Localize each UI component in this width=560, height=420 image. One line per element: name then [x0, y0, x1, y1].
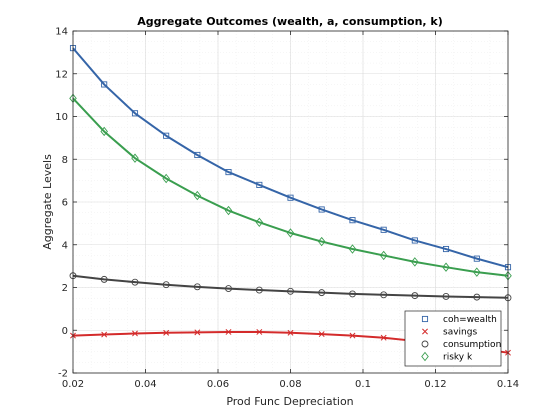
data-point — [349, 217, 356, 224]
legend-marker — [421, 340, 429, 348]
series-line — [72, 47, 509, 269]
data-point — [318, 289, 326, 297]
y-tick-label: 14 — [55, 27, 68, 38]
data-point — [131, 110, 139, 117]
legend-entry: savings — [422, 328, 477, 338]
legend-box — [404, 310, 502, 367]
x-tick-label: 0.1 — [355, 379, 371, 390]
data-point — [163, 132, 170, 139]
data-point — [287, 329, 294, 336]
data-point — [318, 206, 325, 213]
y-tick-label: 4 — [62, 240, 68, 251]
legend: coh=wealth savings consumption risky k — [404, 310, 502, 367]
data-point — [256, 181, 263, 188]
data-point — [132, 330, 138, 337]
chart-title: Aggregate Outcomes (wealth, a, consumpti… — [137, 15, 443, 28]
legend-label: savings — [443, 328, 477, 338]
data-point — [411, 237, 418, 244]
y-tick-label: -2 — [58, 369, 68, 380]
data-point — [194, 151, 201, 159]
x-tick-label: 0.14 — [497, 379, 519, 390]
data-point — [224, 205, 233, 216]
legend-entry: coh=wealth — [421, 315, 497, 325]
y-axis-label: Aggregate Levels — [41, 154, 54, 250]
data-point — [473, 267, 481, 277]
data-point — [317, 236, 326, 247]
data-point — [255, 217, 264, 228]
x-axis-label: Prod Func Depreciation — [226, 395, 353, 408]
data-point — [349, 290, 356, 298]
data-point — [379, 250, 388, 261]
x-tick-label: 0.06 — [207, 379, 229, 390]
data-point — [100, 275, 108, 283]
data-point — [411, 292, 419, 300]
x-tick-label: 0.08 — [279, 379, 301, 390]
y-tick-label: 8 — [62, 155, 68, 166]
data-point — [225, 169, 232, 176]
data-point — [131, 153, 139, 163]
legend-marker — [421, 351, 429, 362]
legend-label: coh=wealth — [443, 315, 497, 325]
data-point — [380, 334, 387, 341]
data-point — [442, 262, 450, 272]
data-point — [349, 332, 356, 339]
grid — [72, 30, 509, 374]
data-point — [162, 281, 170, 289]
y-tick-label: 2 — [62, 283, 68, 294]
data-point — [411, 257, 419, 267]
data-point — [193, 283, 201, 291]
data-point — [442, 293, 450, 300]
y-tick-label: 0 — [62, 326, 68, 337]
x-tick-label: 0.02 — [62, 379, 84, 390]
data-point — [348, 244, 357, 254]
data-point — [194, 329, 201, 336]
legend-label: risky k — [443, 353, 473, 363]
x-tick-label: 0.12 — [424, 379, 446, 390]
y-tick-label: 12 — [55, 69, 68, 80]
legend-entry: consumption — [421, 340, 501, 350]
data-point — [225, 329, 232, 335]
data-point — [193, 190, 202, 201]
legend-marker — [421, 315, 429, 323]
data-point — [473, 293, 481, 301]
data-point — [318, 331, 325, 338]
legend-label: consumption — [443, 340, 501, 350]
data-point — [256, 329, 263, 335]
axis-ticks: 0.02 0.04 0.06 0.08 0.1 0.12 0.14 -2 0 2 4 6 8 10 12 14 — [55, 27, 519, 391]
data-point — [442, 245, 450, 253]
data-point — [287, 287, 294, 295]
data-point — [287, 194, 294, 201]
data-point — [286, 228, 295, 238]
data-point — [162, 173, 170, 184]
data-point — [131, 278, 139, 286]
data-point — [380, 226, 387, 233]
data-point — [380, 291, 388, 299]
series-line — [72, 97, 509, 277]
data-point — [101, 81, 108, 88]
series-consumption — [69, 272, 512, 302]
series-line — [72, 274, 509, 299]
y-tick-label: 6 — [62, 198, 68, 209]
y-tick-label: 10 — [55, 112, 68, 123]
data-point — [100, 126, 108, 137]
data-point — [473, 255, 480, 262]
legend-marker — [422, 328, 428, 335]
x-tick-label: 0.04 — [134, 379, 156, 390]
data-point — [101, 331, 108, 338]
series-layer — [69, 45, 512, 356]
data-point — [225, 285, 232, 293]
data-point — [255, 286, 263, 294]
data-point — [163, 329, 170, 336]
legend-entry: risky k — [421, 351, 473, 363]
